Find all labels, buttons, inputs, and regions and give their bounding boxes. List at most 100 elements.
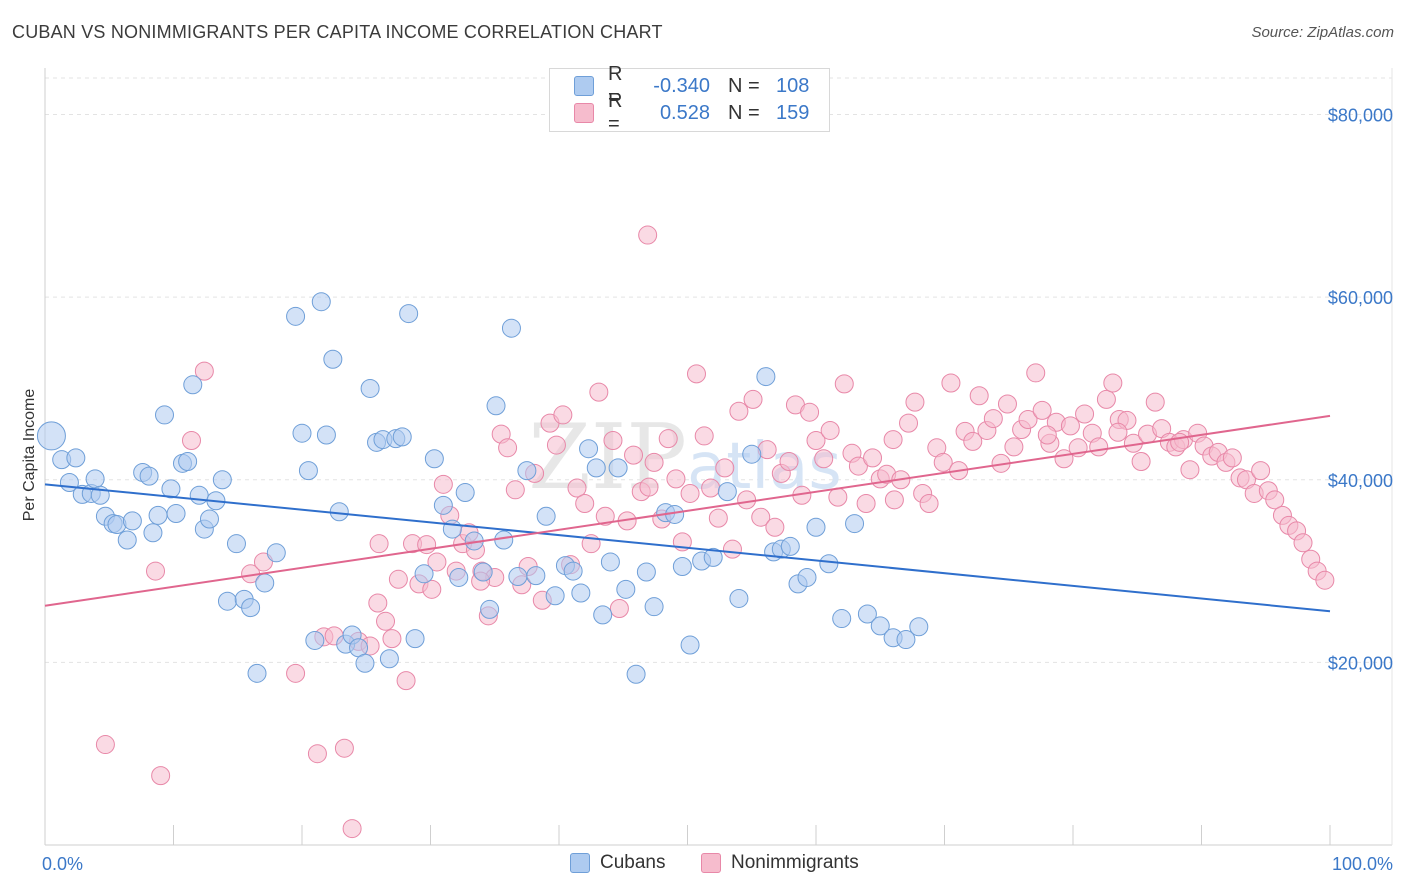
nonimmigrants-point	[702, 479, 720, 497]
r-value: 0.528	[638, 102, 710, 125]
legend-item-cubans[interactable]: Cubans	[570, 852, 666, 874]
nonimmigrants-point	[547, 436, 565, 454]
cubans-point	[502, 319, 520, 337]
nonimmigrants-swatch	[701, 853, 721, 873]
nonimmigrants-point	[970, 387, 988, 405]
nonimmigrants-point	[1146, 393, 1164, 411]
nonimmigrants-point	[377, 612, 395, 630]
nonimmigrants-point	[1181, 461, 1199, 479]
cubans-point	[730, 589, 748, 607]
nonimmigrants-point	[900, 414, 918, 432]
cubans-swatch	[570, 853, 590, 873]
nonimmigrants-point	[738, 491, 756, 509]
legend-label-cubans: Cubans	[600, 852, 666, 874]
nonimmigrants-point	[885, 491, 903, 509]
cubans-point	[587, 459, 605, 477]
nonimmigrants-point	[1005, 438, 1023, 456]
nonimmigrants-point	[659, 430, 677, 448]
nonimmigrants-point	[984, 410, 1002, 428]
nonimmigrants-point	[96, 736, 114, 754]
nonimmigrants-point	[1038, 426, 1056, 444]
r-value: -0.340	[638, 75, 710, 98]
cubans-point	[518, 462, 536, 480]
nonimmigrants-point	[1171, 433, 1189, 451]
cubans-point	[86, 470, 104, 488]
y-tick-labels: $20,000 $40,000 $60,000 $80,000	[1328, 106, 1393, 674]
nonimmigrants-point	[639, 226, 657, 244]
nonimmigrants-point	[766, 518, 784, 536]
cubans-point	[156, 406, 174, 424]
nonimmigrants-point	[604, 431, 622, 449]
cubans-point	[356, 654, 374, 672]
nonimmigrants-point	[625, 446, 643, 464]
cubans-point	[213, 471, 231, 489]
cubans-point	[267, 544, 285, 562]
cubans-point	[580, 440, 598, 458]
cubans-point	[306, 631, 324, 649]
nonimmigrants-point	[829, 488, 847, 506]
nonimmigrants-point	[383, 630, 401, 648]
nonimmigrants-point	[1104, 374, 1122, 392]
y-tick-label: $80,000	[1328, 106, 1393, 126]
cubans-point	[67, 449, 85, 467]
nonimmigrants-point	[1027, 364, 1045, 382]
nonimmigrants-point	[147, 562, 165, 580]
nonimmigrants-point	[1252, 462, 1270, 480]
cubans-point	[118, 531, 136, 549]
cubans-point	[425, 450, 443, 468]
cubans-point	[144, 524, 162, 542]
nonimmigrants-point	[610, 600, 628, 618]
n-label: N =	[728, 75, 768, 98]
cubans-point	[601, 553, 619, 571]
cubans-point	[37, 422, 65, 450]
nonimmigrants-point	[857, 495, 875, 513]
nonimmigrants-point	[343, 820, 361, 838]
cubans-swatch	[574, 76, 594, 96]
cubans-point	[406, 630, 424, 648]
n-value: 108	[776, 75, 809, 98]
nonimmigrants-point	[645, 453, 663, 471]
nonimmigrants-point	[506, 481, 524, 499]
cubans-point	[324, 350, 342, 368]
nonimmigrants-point	[815, 450, 833, 468]
cubans-point	[537, 507, 555, 525]
nonimmigrants-point	[884, 431, 902, 449]
cubans-point	[846, 515, 864, 533]
cubans-point	[456, 484, 474, 502]
series-legend: Cubans Nonimmigrants	[0, 852, 1406, 878]
cubans-point	[218, 592, 236, 610]
cubans-point	[833, 610, 851, 628]
cubans-point	[434, 496, 452, 514]
cubans-point	[681, 636, 699, 654]
nonimmigrants-point	[730, 402, 748, 420]
cubans-point	[617, 580, 635, 598]
nonimmigrants-point	[335, 739, 353, 757]
cubans-point	[361, 379, 379, 397]
cubans-point	[393, 428, 411, 446]
cubans-point	[495, 531, 513, 549]
legend-item-nonimmigrants[interactable]: Nonimmigrants	[701, 852, 859, 874]
r-label: R =	[608, 90, 638, 136]
nonimmigrants-point	[835, 375, 853, 393]
nonimmigrants-point	[1076, 405, 1094, 423]
nonimmigrants-point	[308, 745, 326, 763]
nonimmigrants-point	[1033, 401, 1051, 419]
nonimmigrants-point	[687, 365, 705, 383]
cubans-point	[299, 462, 317, 480]
cubans-point	[798, 568, 816, 586]
nonimmigrants-point	[744, 390, 762, 408]
cubans-point	[757, 368, 775, 386]
legend-label-nonimmigrants: Nonimmigrants	[731, 852, 859, 874]
stats-legend: R = -0.340 N = 108 R = 0.528 N = 159	[549, 68, 830, 132]
cubans-point	[820, 555, 838, 573]
legend-row-nonimmigrants: R = 0.528 N = 159	[574, 100, 809, 126]
cubans-point	[317, 426, 335, 444]
cubans-point	[572, 584, 590, 602]
cubans-point	[184, 376, 202, 394]
cubans-point	[200, 510, 218, 528]
cubans-point	[312, 293, 330, 311]
cubans-point	[487, 397, 505, 415]
cubans-point	[293, 424, 311, 442]
y-tick-label: $60,000	[1328, 288, 1393, 308]
nonimmigrants-point	[1109, 423, 1127, 441]
